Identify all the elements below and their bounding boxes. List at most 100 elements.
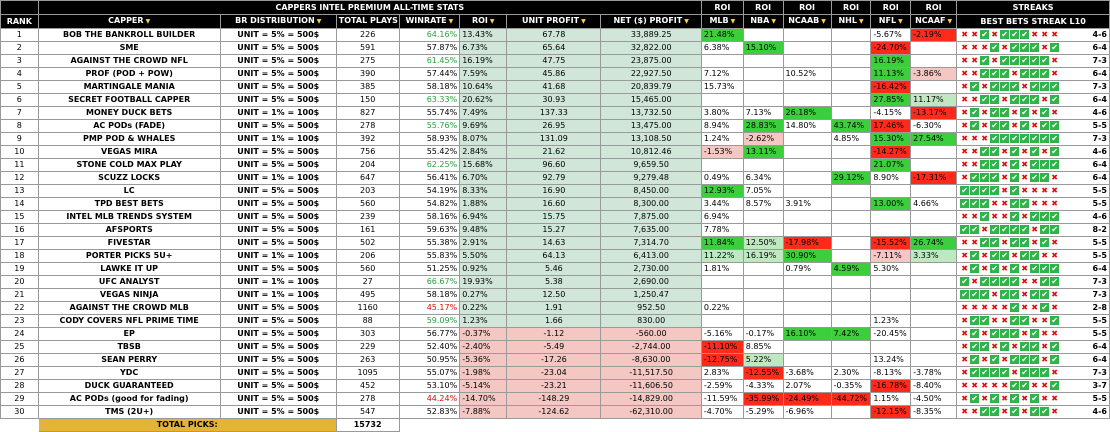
plays-cell: 263 (335, 353, 400, 367)
filter-icon[interactable]: ▼ (581, 18, 586, 25)
cross-icon: ✖ (991, 381, 998, 390)
col-mlb[interactable]: MLB ▼ (700, 14, 744, 29)
table-row[interactable]: 16 AFSPORTS UNIT = 5% = 500$ 161 59.63% 9.48%… (0, 223, 1110, 237)
filter-icon[interactable]: ▼ (947, 18, 953, 25)
col-net[interactable]: NET ($) PROFIT ▼ (600, 14, 702, 29)
col-rank[interactable]: RANK (0, 14, 39, 29)
col-winrate-label: WINRATE (405, 16, 447, 25)
table-row[interactable]: 10 VEGAS MIRA UNIT = 5% = 500$ 756 55.42% 2.8… (0, 145, 1110, 159)
title-spacer (0, 0, 39, 15)
roi-ncaab-cell: 14.80% (782, 119, 832, 133)
filter-icon[interactable]: ▼ (145, 18, 151, 25)
filter-icon[interactable]: ▼ (448, 18, 454, 25)
table-row[interactable]: 5 MARTINGALE MANIA UNIT = 5% = 500$ 385 58.1… (0, 80, 1110, 94)
roi-ncaaf-cell: -4.50% (910, 392, 958, 406)
table-row[interactable]: 17 FIVESTAR UNIT = 5% = 500$ 502 55.38% 2.91%… (0, 236, 1110, 250)
col-winrate[interactable]: WINRATE ▼ (398, 14, 461, 29)
col-roi[interactable]: ROI ▼ (459, 14, 508, 29)
plays-cell: 560 (335, 197, 400, 211)
col-dist[interactable]: BR DISTRIBUTION ▼ (219, 14, 337, 29)
cross-icon: ✖ (1021, 329, 1028, 338)
roi-nba-cell (742, 28, 784, 42)
roi-cell: 15.68% (459, 158, 508, 172)
roi-cell: 0.92% (459, 262, 508, 276)
filter-icon[interactable]: ▼ (771, 18, 776, 25)
table-row[interactable]: 13 LC UNIT = 5% = 500$ 203 54.19% 8.33% 16.90 8… (0, 184, 1110, 198)
table-row[interactable]: 23 CODY COVERS NFL PRIME TIME UNIT = 5% = … (0, 314, 1110, 328)
roi-cell: 0.22% (459, 301, 508, 315)
table-row[interactable]: 28 DUCK GUARANTEED UNIT = 5% = 500$ 452 53.1… (0, 379, 1110, 393)
cross-icon: ✖ (981, 134, 988, 143)
plays-cell: 226 (335, 28, 400, 42)
table-row[interactable]: 22 AGAINST THE CROWD MLB UNIT = 5% = 500$ 1… (0, 301, 1110, 315)
table-row[interactable]: 4 PROF (POD + POW) UNIT = 5% = 500$ 390 57.4… (0, 67, 1110, 81)
table-row[interactable]: 6 SECRET FOOTBALL CAPPER UNIT = 5% = 500$ 1… (0, 93, 1110, 107)
check-icon: ✔ (990, 173, 1000, 182)
table-row[interactable]: 30 TMS (2U+) UNIT = 5% = 500$ 547 52.83% -7.8… (0, 405, 1110, 419)
table-row[interactable]: 26 SEAN PERRY UNIT = 5% = 500$ 263 50.95% -5.… (0, 353, 1110, 367)
check-icon: ✔ (1010, 56, 1020, 65)
check-icon: ✔ (980, 30, 990, 39)
streak-cell: ✖ ✖ ✔ ✔ ✖ ✔ ✔ ✖ ✔ ✖ 5-5 (956, 236, 1110, 250)
check-icon: ✔ (1030, 82, 1040, 91)
streak-cell: ✖ ✖ ✔ ✔ ✖ ✔ ✖ ✔ ✖ ✔ 4-6 (956, 145, 1110, 159)
filter-icon[interactable]: ▼ (858, 18, 864, 25)
table-row[interactable]: 21 VEGAS NINJA UNIT = 1% = 100$ 495 58.18% 0.… (0, 288, 1110, 302)
filter-icon[interactable]: ▼ (821, 18, 826, 25)
col-capper[interactable]: CAPPER ▼ (37, 14, 221, 29)
net-profit-cell: 7,875.00 (600, 210, 702, 224)
distribution-cell: UNIT = 5% = 500$ (219, 80, 337, 94)
col-streak[interactable]: BEST BETS STREAK L10 (956, 14, 1110, 29)
check-icon: ✔ (1010, 329, 1020, 338)
roi-cell: -5.14% (459, 379, 508, 393)
filter-icon[interactable]: ▼ (684, 18, 689, 25)
unit-profit-cell: -23.04 (506, 366, 602, 380)
table-row[interactable]: 11 STONE COLD MAX PLAY UNIT = 5% = 500$ 204… (0, 158, 1110, 172)
table-row[interactable]: 2 SME UNIT = 5% = 500$ 591 57.87% 6.73% 65.64 3… (0, 41, 1110, 55)
cross-icon: ✖ (961, 173, 968, 182)
cross-icon: ✖ (1021, 264, 1028, 273)
cross-icon: ✖ (991, 56, 998, 65)
col-ncaaf[interactable]: NCAAF ▼ (910, 14, 958, 29)
col-unit[interactable]: UNIT PROFIT ▼ (506, 14, 602, 29)
filter-icon[interactable]: ▼ (489, 18, 495, 25)
check-icon: ✔ (980, 147, 990, 156)
table-row[interactable]: 18 PORTER PICKS 5U+ UNIT = 1% = 100$ 206 55.… (0, 249, 1110, 263)
filter-icon[interactable]: ▼ (898, 18, 903, 25)
table-row[interactable]: 27 YDC UNIT = 5% = 500$ 1095 55.07% -1.98% -23… (0, 366, 1110, 380)
cross-icon: ✖ (1031, 30, 1038, 39)
streak-marks: ✖ ✔ ✖ ✔ ✖ ✔ ✔ ✔ ✖ ✔ (960, 355, 1060, 364)
capper-name: AGAINST THE CROWD NFL (37, 54, 221, 68)
capper-name: AC PODs (FADE) (37, 119, 221, 133)
check-icon: ✔ (1020, 56, 1030, 65)
table-row[interactable]: 14 TPD BEST BETS UNIT = 5% = 500$ 560 54.82%… (0, 197, 1110, 211)
table-row[interactable]: 24 EP UNIT = 5% = 500$ 303 56.77% -0.37% -1.12… (0, 327, 1110, 341)
check-icon: ✔ (1030, 212, 1040, 221)
filter-icon[interactable]: ▼ (730, 18, 736, 25)
rank-cell: 1 (0, 28, 39, 42)
table-row[interactable]: 19 LAWKE IT UP UNIT = 5% = 500$ 560 51.25% 0.… (0, 262, 1110, 276)
filter-icon[interactable]: ▼ (316, 18, 322, 25)
table-row[interactable]: 12 SCUZZ LOCKS UNIT = 1% = 100$ 647 56.41% 6.… (0, 171, 1110, 185)
table-row[interactable]: 1 BOB THE BANKROLL BUILDER UNIT = 5% = 500… (0, 28, 1110, 42)
col-nfl[interactable]: NFL ▼ (870, 14, 912, 29)
table-row[interactable]: 25 TBSB UNIT = 5% = 500$ 229 52.40% -2.40% -5.… (0, 340, 1110, 354)
roi-nfl-cell: -20.45% (870, 327, 912, 341)
table-row[interactable]: 3 AGAINST THE CROWD NFL UNIT = 5% = 500$ 27… (0, 54, 1110, 68)
col-nba[interactable]: NBA ▼ (742, 14, 784, 29)
check-icon: ✔ (990, 134, 1000, 143)
col-ncaab[interactable]: NCAAB ▼ (782, 14, 832, 29)
table-row[interactable]: 7 MONEY DUCK BETS UNIT = 1% = 100$ 827 55.74… (0, 106, 1110, 120)
table-row[interactable]: 20 UFC ANALYST UNIT = 1% = 100$ 27 66.67% 19.… (0, 275, 1110, 289)
table-row[interactable]: 15 INTEL MLB TRENDS SYSTEM UNIT = 5% = 500… (0, 210, 1110, 224)
table-row[interactable]: 8 AC PODs (FADE) UNIT = 5% = 500$ 278 55.76%… (0, 119, 1110, 133)
col-plays[interactable]: TOTAL PLAYS▼ (335, 14, 400, 29)
col-plays-label: TOTAL PLAYS (338, 16, 398, 25)
table-row[interactable]: 29 AC PODs (good for fading) UNIT = 5% = 5… (0, 392, 1110, 406)
distribution-cell: UNIT = 1% = 100$ (219, 275, 337, 289)
col-nhl[interactable]: NHL ▼ (830, 14, 872, 29)
table-row[interactable]: 9 PMP POD & WHALES UNIT = 1% = 100$ 392 58.9… (0, 132, 1110, 146)
net-profit-cell: 23,875.00 (600, 54, 702, 68)
check-icon: ✔ (1050, 316, 1060, 325)
check-icon: ✔ (1010, 277, 1020, 286)
